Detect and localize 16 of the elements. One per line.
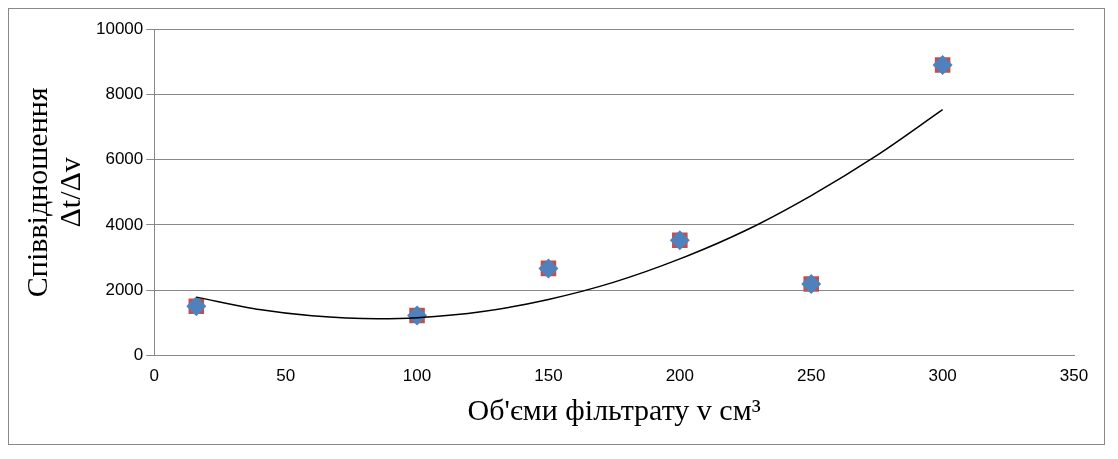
x-tick-label: 200 xyxy=(665,366,695,386)
y-tick-label: 0 xyxy=(133,345,144,365)
x-tick-label: 350 xyxy=(1059,366,1089,386)
y-tick-label: 4000 xyxy=(105,214,144,234)
x-tick-label: 150 xyxy=(534,366,563,386)
y-tick-label: 10000 xyxy=(95,18,144,38)
x-tick-label: 100 xyxy=(402,366,432,386)
x-tick-label: 250 xyxy=(797,366,826,386)
y-tick-label: 2000 xyxy=(105,279,144,299)
y-tick-label: 8000 xyxy=(105,84,144,104)
x-tick-label: 50 xyxy=(276,366,296,386)
x-tick-label: 300 xyxy=(928,366,957,386)
y-tick-label: 6000 xyxy=(105,149,144,169)
x-tick-label: 0 xyxy=(149,366,160,386)
x-axis-title: Об'єми фільтрату v см³ xyxy=(467,392,761,426)
y-axis-title: Співвідношення Δt/Δv xyxy=(20,87,87,298)
